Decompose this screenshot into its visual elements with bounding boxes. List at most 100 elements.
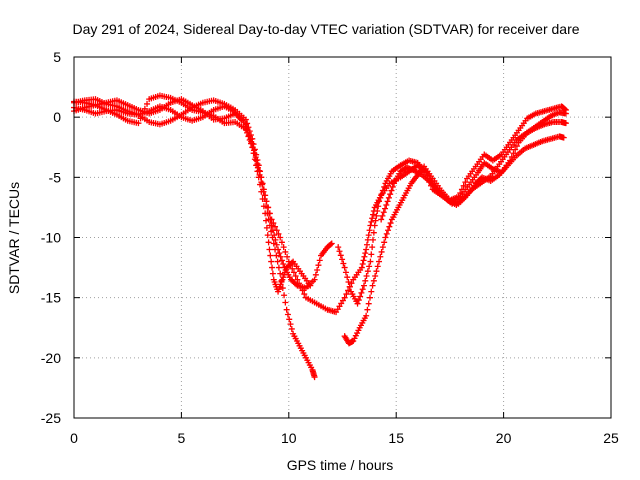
data-point [365,232,372,239]
data-point [253,157,260,164]
data-point [268,228,275,235]
data-point [513,143,520,150]
data-point [354,300,361,307]
data-point [383,230,390,237]
data-point [457,189,464,196]
data-point [458,186,465,193]
data-point [374,208,381,215]
data-point [343,291,350,298]
y-tick-label: 5 [53,49,61,65]
data-point [275,264,282,271]
data-point [378,248,385,255]
data-point [268,258,275,265]
data-point [263,198,270,205]
data-point [359,260,366,267]
data-point [292,273,299,280]
data-point [364,268,371,275]
data-point [386,223,393,230]
data-point [275,230,282,237]
data-point [258,179,265,186]
data-point [328,240,335,247]
y-tick-label: -10 [41,230,61,246]
data-point [277,234,284,241]
data-point [301,291,308,298]
data-point [256,171,263,178]
data-point [273,241,280,248]
data-point [345,279,352,286]
data-point [251,150,258,157]
data-point [369,215,376,222]
series-track-6 [341,103,569,347]
data-point [362,277,369,284]
data-point [282,248,289,255]
data-point [276,250,283,257]
data-point [312,271,319,278]
chart-title: Day 291 of 2024, Sidereal Day-to-day VTE… [72,21,579,37]
data-point [266,210,273,217]
x-tick-label: 5 [178,430,186,446]
data-point [363,312,370,319]
data-point [278,239,285,246]
data-point [389,183,396,190]
data-point [372,217,379,224]
data-point [290,269,297,276]
data-point [277,270,284,277]
data-point [297,283,304,290]
data-point [278,277,285,284]
data-point [299,287,306,294]
data-point [314,266,321,273]
data-point [376,198,383,205]
data-point [267,252,274,259]
data-point [266,222,273,229]
data-point [344,274,351,281]
data-point [285,258,292,265]
data-point [380,209,387,216]
data-point [510,150,517,157]
data-point [268,216,275,223]
data-point [335,244,342,251]
x-axis-label: GPS time / hours [287,457,394,473]
data-point [370,277,377,284]
data-point [242,121,249,128]
data-point [341,264,348,271]
x-tick-label: 25 [603,430,619,446]
data-point [377,253,384,260]
data-point [283,306,290,313]
data-point [244,127,251,134]
data-point [348,280,355,287]
y-tick-label: -5 [49,169,62,185]
data-point [249,144,256,151]
data-point [371,222,378,229]
data-point [358,289,365,296]
data-point [341,294,348,301]
x-tick-label: 10 [281,430,297,446]
data-point [327,241,334,248]
data-point [377,194,384,201]
data-point [281,292,288,299]
data-point [560,134,567,141]
data-point [369,282,376,289]
data-point [364,306,371,313]
x-tick-label: 0 [70,430,78,446]
data-point [274,258,281,265]
data-point [455,193,462,200]
data-point [379,212,386,219]
data-point [260,186,267,193]
data-point [366,263,373,270]
data-point [362,250,369,257]
data-point [383,202,390,209]
data-point [337,252,344,259]
data-point [336,248,343,255]
data-point [270,240,277,247]
data-point [364,236,371,243]
data-point [135,120,142,127]
data-point [381,239,388,246]
data-point [367,258,374,265]
data-point [261,192,268,199]
data-point [311,374,318,381]
data-point [269,234,276,241]
data-point [284,253,291,260]
data-point [384,198,391,205]
data-point [370,211,377,218]
y-tick-label: -25 [41,410,61,426]
